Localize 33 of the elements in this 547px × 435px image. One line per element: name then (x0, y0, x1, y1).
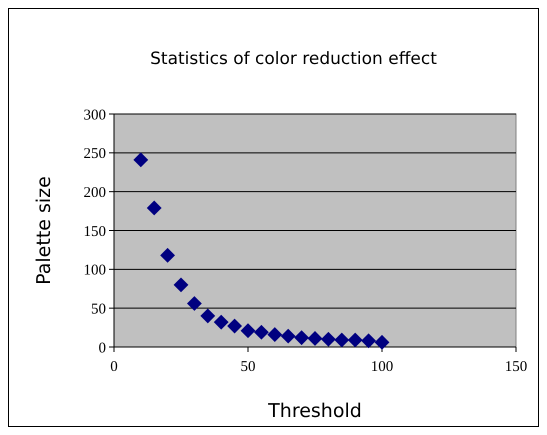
y-tick-label: 200 (84, 184, 106, 201)
point (174, 277, 188, 292)
point (308, 331, 322, 346)
point (133, 152, 148, 168)
x-tick-label: 0 (110, 359, 118, 375)
point (214, 314, 229, 330)
chart-title: Statistics of color reduction effect (150, 49, 438, 69)
point (374, 334, 390, 350)
y-tick-label: 100 (84, 262, 106, 279)
point (146, 200, 162, 216)
point (254, 324, 269, 340)
y-tick-label: 300 (84, 107, 106, 124)
point (280, 328, 296, 344)
point (320, 332, 336, 347)
point (240, 323, 256, 338)
point (186, 296, 202, 311)
x-axis-title: Threshold (267, 400, 362, 422)
point (227, 318, 242, 334)
point (200, 308, 216, 324)
x-tick-label: 50 (240, 359, 256, 375)
y-tick-label: 50 (91, 301, 106, 318)
point (160, 248, 176, 263)
y-tick-label: 250 (84, 146, 106, 162)
x-tick-label: 100 (370, 359, 394, 375)
point (348, 332, 363, 348)
point (294, 330, 310, 346)
x-tick-label: 150 (504, 359, 528, 375)
y-tick-label: 150 (84, 224, 106, 240)
point (361, 333, 376, 348)
y-axis-title: Palette size (33, 176, 55, 285)
point (334, 332, 350, 348)
point (267, 327, 282, 342)
y-tick-label: 0 (98, 340, 106, 356)
